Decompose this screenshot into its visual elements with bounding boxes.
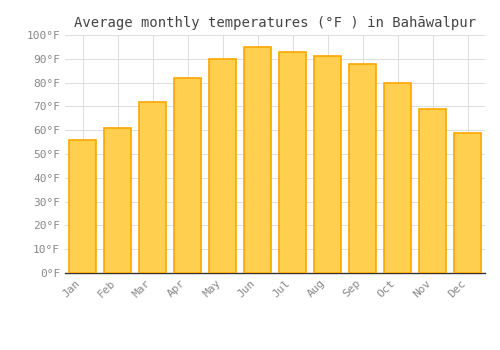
Title: Average monthly temperatures (°F ) in Bahāwalpur: Average monthly temperatures (°F ) in Ba… xyxy=(74,16,476,30)
Bar xyxy=(244,47,270,273)
Bar xyxy=(104,128,130,273)
Bar xyxy=(384,83,410,273)
Bar xyxy=(420,109,446,273)
Bar xyxy=(174,78,201,273)
Bar xyxy=(350,64,376,273)
Bar xyxy=(140,102,166,273)
Bar xyxy=(454,133,480,273)
Bar xyxy=(70,140,96,273)
Bar xyxy=(210,59,236,273)
Bar xyxy=(280,52,305,273)
Bar xyxy=(314,56,340,273)
